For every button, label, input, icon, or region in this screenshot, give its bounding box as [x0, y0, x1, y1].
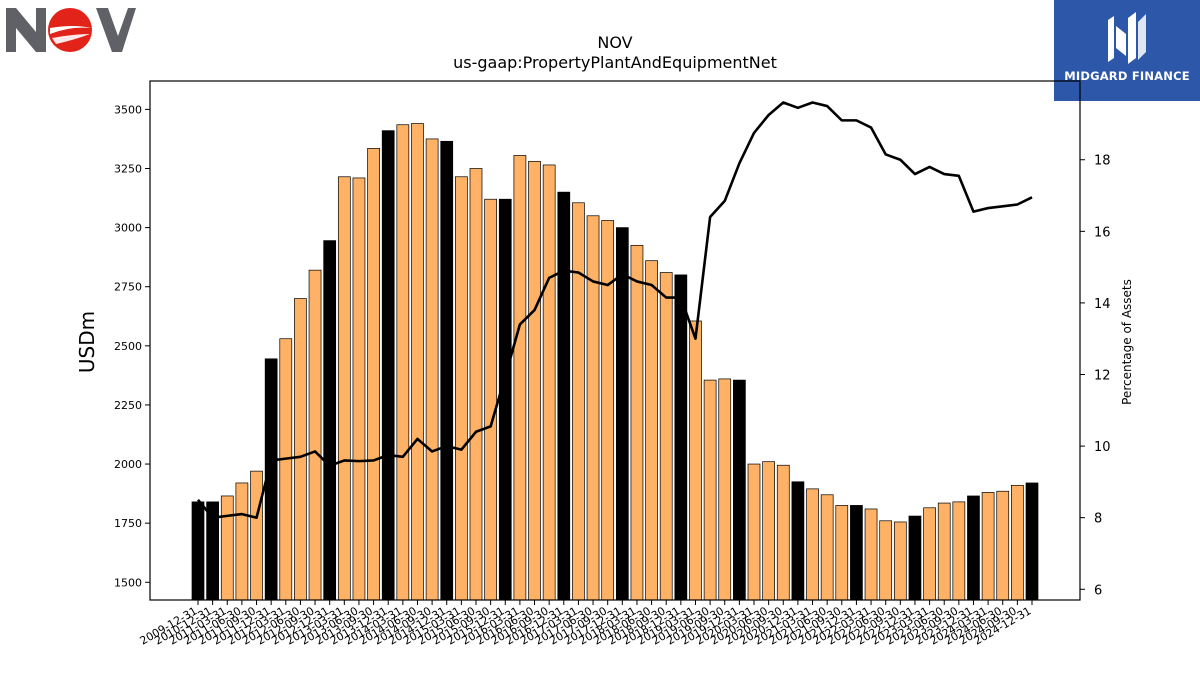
bar [352, 177, 366, 601]
line-series [196, 101, 1033, 519]
bar [776, 464, 790, 601]
bar [689, 320, 702, 601]
midgard-finance-logo: MIDGARD FINANCE [1054, 0, 1200, 101]
bar [981, 492, 995, 601]
bar [396, 124, 410, 601]
y2-tick-label: 6 [1094, 583, 1102, 598]
bar-series [191, 123, 1039, 601]
y-tick-label: 3500 [114, 103, 142, 116]
y2-tick-label: 16 [1094, 225, 1111, 240]
bar [645, 260, 658, 601]
y-tick-label: 3250 [114, 162, 142, 175]
bar [615, 227, 629, 601]
x-axis: 2009-12-312010-12-312011-03-312011-06-30… [138, 600, 1034, 648]
bar [542, 164, 556, 601]
midgard-finance-wordmark: MIDGARD FINANCE [1064, 69, 1190, 83]
y2-axis-label: Percentage of Assets [1120, 279, 1134, 405]
nov-logo [4, 4, 136, 56]
y-tick-label: 2500 [114, 340, 142, 353]
bar [411, 123, 424, 601]
bar [893, 521, 907, 601]
bar [659, 272, 673, 601]
bar [557, 191, 571, 601]
line-path [196, 101, 1033, 519]
y-tick-label: 1750 [114, 517, 142, 530]
bar [601, 220, 615, 601]
bar [923, 507, 936, 601]
bar [850, 505, 863, 601]
y2-tick-label: 10 [1094, 440, 1111, 455]
bar [820, 494, 834, 601]
bar [220, 495, 234, 601]
bar [381, 130, 395, 601]
bar [440, 140, 454, 601]
bar [996, 490, 1010, 601]
bar [835, 505, 849, 601]
bar [455, 176, 468, 601]
bar [879, 520, 893, 601]
bar [908, 515, 922, 601]
y-tick-label: 1500 [114, 576, 142, 589]
bar [469, 168, 483, 601]
bar [791, 481, 805, 601]
plot-frame [149, 80, 1081, 601]
bar [718, 378, 732, 601]
y-tick-label: 2250 [114, 399, 142, 412]
y2-tick-label: 12 [1094, 369, 1111, 384]
chart-subtitle: us-gaap:PropertyPlantAndEquipmentNet [453, 53, 777, 72]
bar [191, 501, 205, 601]
bar [308, 269, 322, 601]
bar [528, 161, 541, 601]
y2-tick-label: 8 [1094, 512, 1102, 527]
y-tick-label: 2000 [114, 458, 142, 471]
bar [937, 502, 951, 601]
chart-title: NOV [597, 33, 632, 52]
y-tick-label: 3000 [114, 222, 142, 235]
bar [425, 138, 439, 601]
bar [864, 508, 878, 601]
bar [952, 501, 966, 601]
bar [586, 215, 600, 601]
left-axis: 1500 1750 2000 2250 2500 2750 3000 3250 3500 [114, 103, 150, 589]
y-tick-label: 2750 [114, 281, 142, 294]
bar [674, 274, 688, 601]
bar [484, 198, 497, 601]
bar [1025, 482, 1039, 601]
y2-tick-label: 14 [1094, 297, 1111, 312]
bar [967, 495, 980, 601]
y-axis-label: USDm [75, 311, 99, 373]
bar [250, 470, 263, 601]
bar [513, 155, 527, 601]
bar [747, 463, 761, 601]
bar [733, 379, 746, 601]
bar [337, 176, 351, 601]
bar [703, 379, 717, 601]
bar [279, 338, 293, 601]
bar [572, 202, 585, 601]
bar [294, 298, 307, 601]
bar [630, 244, 644, 601]
bar [235, 482, 249, 601]
bar [1011, 484, 1024, 601]
bar [762, 461, 775, 601]
y2-tick-label: 18 [1094, 154, 1111, 169]
bar [323, 240, 337, 601]
bar [367, 148, 380, 601]
bar [806, 488, 819, 601]
right-axis: 6 8 10 12 14 16 18 [1080, 154, 1111, 598]
bar [498, 198, 512, 601]
